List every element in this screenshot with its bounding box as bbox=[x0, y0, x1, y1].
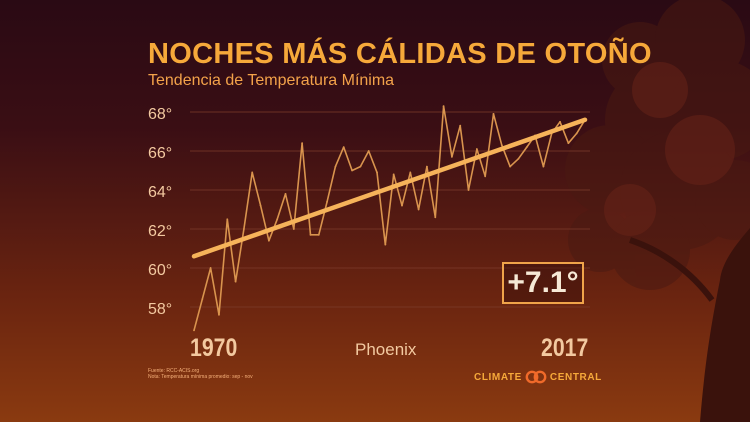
source-line: Fuente: RCC-ACIS.org bbox=[148, 368, 200, 374]
data-point bbox=[542, 165, 545, 168]
data-point bbox=[201, 298, 204, 301]
data-point bbox=[376, 171, 378, 174]
data-point bbox=[409, 171, 412, 174]
data-point bbox=[342, 146, 345, 149]
chart-title: NOCHES MÁS CÁLIDAS DE OTOÑO bbox=[148, 38, 652, 70]
data-point bbox=[509, 165, 512, 168]
chart-subtitle: Tendencia de Temperatura Mínima bbox=[148, 72, 395, 89]
end-year-label: 2017 bbox=[541, 334, 589, 362]
data-point bbox=[417, 208, 420, 211]
data-point bbox=[193, 329, 195, 332]
location-label: Phoenix bbox=[355, 340, 417, 359]
y-tick-label: 62° bbox=[148, 223, 172, 240]
data-point bbox=[259, 204, 262, 207]
data-point bbox=[351, 169, 353, 172]
y-tick-label: 66° bbox=[148, 145, 172, 162]
y-tick-label: 58° bbox=[148, 301, 172, 318]
data-point bbox=[484, 175, 487, 178]
start-year-label: 1970 bbox=[190, 334, 238, 362]
data-point bbox=[367, 150, 370, 152]
logo-text-left: CLIMATE bbox=[474, 371, 522, 383]
data-point bbox=[243, 228, 245, 230]
data-point bbox=[426, 165, 428, 168]
data-point bbox=[467, 189, 470, 191]
data-point bbox=[218, 313, 220, 316]
trend-line bbox=[191, 117, 588, 259]
data-point bbox=[267, 239, 270, 242]
data-point bbox=[434, 216, 437, 219]
data-point bbox=[492, 113, 495, 115]
y-tick-label: 68° bbox=[148, 106, 172, 123]
data-point bbox=[334, 165, 337, 168]
data-point bbox=[292, 228, 295, 230]
climate-central-logo: CLIMATE CENTRAL bbox=[474, 368, 602, 386]
data-point bbox=[251, 171, 254, 174]
data-point bbox=[276, 218, 279, 221]
data-point bbox=[284, 193, 287, 195]
data-point bbox=[317, 233, 320, 236]
data-point bbox=[301, 142, 304, 145]
data-point bbox=[209, 267, 212, 269]
data-point bbox=[326, 200, 329, 203]
data-point bbox=[517, 157, 520, 160]
trend-layer bbox=[191, 117, 588, 259]
data-point bbox=[359, 165, 362, 168]
data-point bbox=[475, 148, 478, 150]
data-point bbox=[309, 233, 312, 236]
y-axis-ticks: 58° 60° 62° 64° 66° 68° bbox=[148, 106, 172, 318]
data-point bbox=[384, 243, 387, 246]
y-tick-label: 60° bbox=[148, 262, 172, 279]
data-point bbox=[450, 155, 453, 158]
data-point bbox=[525, 146, 528, 149]
change-badge: +7.1° bbox=[502, 262, 584, 304]
data-point bbox=[459, 124, 462, 127]
data-point bbox=[575, 132, 578, 135]
data-point bbox=[559, 120, 561, 123]
data-point bbox=[226, 218, 229, 221]
data-point bbox=[567, 142, 570, 145]
logo-text-right: CENTRAL bbox=[549, 371, 602, 383]
data-point bbox=[234, 280, 237, 283]
data-point bbox=[500, 144, 503, 147]
source-note: Fuente: RCC-ACIS.org Nota: Temperatura m… bbox=[148, 368, 253, 380]
data-point bbox=[392, 173, 395, 176]
y-tick-label: 64° bbox=[148, 184, 172, 201]
logo-rings-icon bbox=[525, 370, 547, 384]
series-line bbox=[193, 105, 586, 331]
note-line: Nota: Temperatura mínima promedio: sep -… bbox=[148, 374, 253, 380]
data-point bbox=[401, 204, 403, 207]
data-point bbox=[442, 105, 445, 108]
